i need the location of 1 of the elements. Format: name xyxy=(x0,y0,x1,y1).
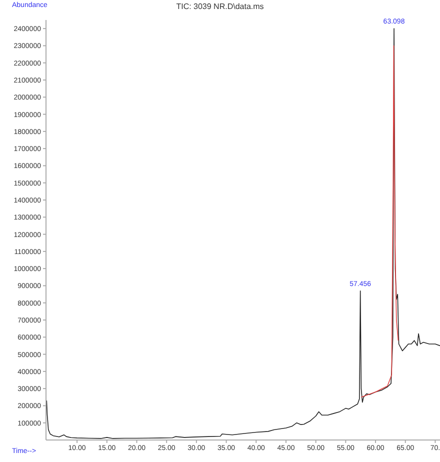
chart-title: TIC: 3039 NR.D\data.ms xyxy=(176,2,264,11)
